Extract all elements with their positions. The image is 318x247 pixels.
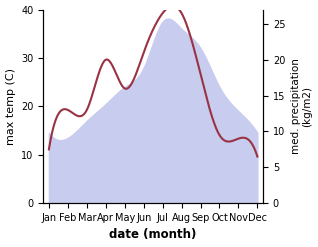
- Y-axis label: max temp (C): max temp (C): [5, 68, 16, 145]
- Y-axis label: med. precipitation
(kg/m2): med. precipitation (kg/m2): [291, 59, 313, 154]
- X-axis label: date (month): date (month): [109, 228, 197, 242]
